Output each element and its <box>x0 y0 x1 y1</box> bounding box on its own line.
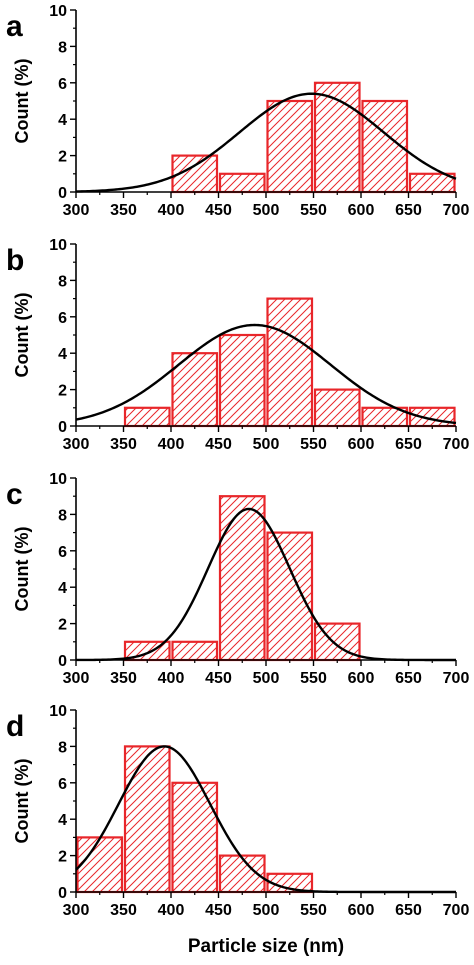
y-tick-label: 0 <box>58 185 67 202</box>
x-tick-label: 350 <box>110 902 137 919</box>
histogram-bar <box>218 172 266 194</box>
x-tick-label: 650 <box>395 902 422 919</box>
x-tick-label: 600 <box>348 902 375 919</box>
x-tick-label: 550 <box>300 202 327 219</box>
x-tick-label: 500 <box>253 670 280 687</box>
y-tick-label: 2 <box>58 617 67 634</box>
histogram-bar <box>266 531 314 662</box>
y-axis-label: Count (%) <box>12 293 32 378</box>
x-tick-label: 600 <box>348 202 375 219</box>
x-tick-label: 650 <box>395 436 422 453</box>
x-tick-label: 350 <box>110 436 137 453</box>
x-tick-label: 350 <box>110 670 137 687</box>
x-axis-label: Particle size (nm) <box>188 936 344 957</box>
x-tick-label: 400 <box>158 436 185 453</box>
y-tick-label: 0 <box>58 653 67 670</box>
chart-panel-a: 0 2 4 6 8 10 300 350 400 450 500 550 600 650 700 Count … <box>6 3 469 219</box>
y-tick-label: 4 <box>58 812 67 829</box>
x-tick-label: 400 <box>158 902 185 919</box>
y-tick-label: 10 <box>49 3 67 20</box>
gaussian-fit-curve <box>75 323 457 425</box>
histogram-bar <box>123 745 171 894</box>
x-tick-label: 450 <box>205 670 232 687</box>
y-tick-label: 6 <box>58 310 67 327</box>
y-tick-label: 6 <box>58 776 67 793</box>
y-axis-label: Count (%) <box>12 527 32 612</box>
chart-panel-c: 0 2 4 6 8 10 300 350 400 450 500 550 600 650 700 Count … <box>6 471 469 687</box>
x-tick-label: 300 <box>63 902 90 919</box>
panel-label: b <box>6 244 24 277</box>
y-axis-label: Count (%) <box>12 759 32 844</box>
x-tick-label: 650 <box>395 202 422 219</box>
histogram-bar <box>266 99 314 194</box>
panel-label: d <box>6 710 24 743</box>
y-tick-label: 6 <box>58 76 67 93</box>
y-tick-label: 2 <box>58 849 67 866</box>
y-tick-label: 8 <box>58 507 67 524</box>
x-tick-label: 600 <box>348 670 375 687</box>
panel-label: a <box>6 10 23 43</box>
x-tick-label: 300 <box>63 670 90 687</box>
x-tick-label: 700 <box>443 902 470 919</box>
x-tick-label: 550 <box>300 436 327 453</box>
histogram-bar <box>218 495 266 662</box>
chart-panel-b: 0 2 4 6 8 10 300 350 400 450 500 550 600 650 700 Count … <box>6 237 469 453</box>
x-tick-label: 600 <box>348 436 375 453</box>
x-tick-label: 700 <box>443 436 470 453</box>
x-tick-label: 400 <box>158 670 185 687</box>
y-tick-label: 8 <box>58 273 67 290</box>
x-tick-label: 500 <box>253 202 280 219</box>
y-tick-label: 0 <box>58 885 67 902</box>
histogram-bar <box>171 352 219 428</box>
y-tick-label: 8 <box>58 739 67 756</box>
x-tick-label: 450 <box>205 202 232 219</box>
chart-panel-d: 0 2 4 6 8 10 300 350 400 450 500 550 600 650 700 Count … <box>6 703 469 919</box>
x-tick-label: 700 <box>443 670 470 687</box>
panel-label: c <box>6 478 23 511</box>
x-tick-label: 450 <box>205 436 232 453</box>
x-tick-label: 450 <box>205 902 232 919</box>
y-tick-label: 10 <box>49 703 67 720</box>
y-tick-label: 6 <box>58 544 67 561</box>
y-tick-label: 4 <box>58 580 67 597</box>
y-axis-label: Count (%) <box>12 59 32 144</box>
histogram-bar <box>313 388 361 428</box>
x-tick-label: 300 <box>63 436 90 453</box>
histogram-bar <box>171 640 219 662</box>
y-tick-label: 4 <box>58 112 67 129</box>
x-tick-label: 550 <box>300 670 327 687</box>
y-tick-label: 8 <box>58 39 67 56</box>
histogram-bar <box>266 297 314 428</box>
x-tick-label: 500 <box>253 902 280 919</box>
histogram-bar <box>76 836 124 894</box>
histogram-bar <box>171 781 219 894</box>
x-tick-label: 350 <box>110 202 137 219</box>
y-tick-label: 2 <box>58 383 67 400</box>
x-tick-label: 500 <box>253 436 280 453</box>
x-tick-label: 650 <box>395 670 422 687</box>
y-tick-label: 0 <box>58 419 67 436</box>
x-tick-label: 400 <box>158 202 185 219</box>
histogram-bar <box>408 406 456 428</box>
y-tick-label: 4 <box>58 346 67 363</box>
x-tick-label: 300 <box>63 202 90 219</box>
y-tick-label: 10 <box>49 237 67 254</box>
gaussian-fit-curve <box>75 92 457 193</box>
y-tick-label: 10 <box>49 471 67 488</box>
x-tick-label: 550 <box>300 902 327 919</box>
histogram-bar <box>218 333 266 428</box>
x-tick-label: 700 <box>443 202 470 219</box>
histogram-bar <box>123 406 171 428</box>
gaussian-fit-curve <box>76 507 456 662</box>
y-tick-label: 2 <box>58 149 67 166</box>
